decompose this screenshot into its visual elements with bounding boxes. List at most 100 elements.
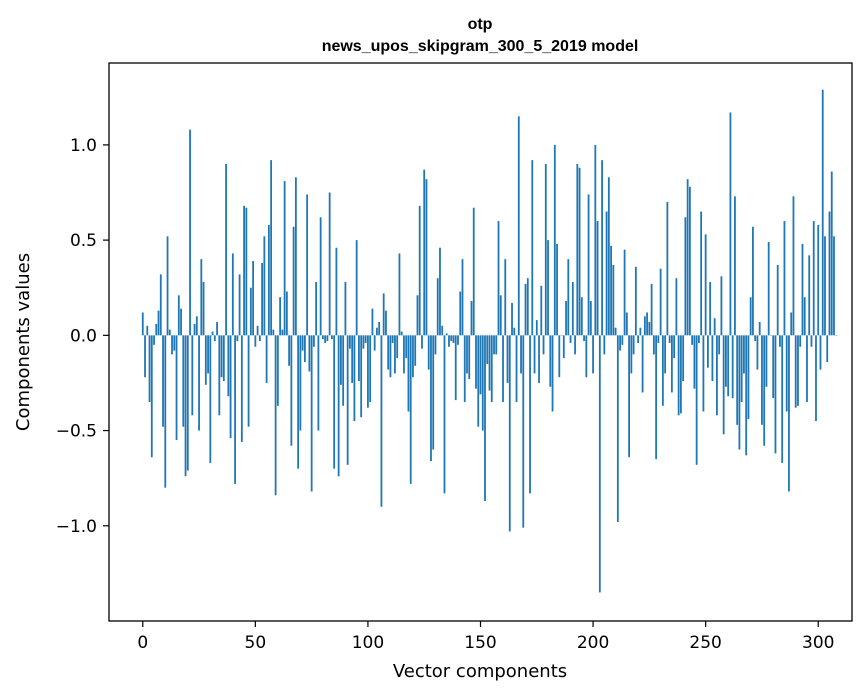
- bar-251: [707, 335, 709, 368]
- bar-47: [247, 335, 250, 427]
- bar-246: [695, 335, 698, 465]
- bar-96: [358, 335, 360, 382]
- x-axis-ticks: 0 50 100 150 200 250 300: [137, 621, 834, 653]
- bar-142: [461, 259, 464, 336]
- bar-188: [565, 301, 567, 336]
- bar-21: [189, 129, 191, 336]
- bar-106: [380, 335, 383, 507]
- bar-149: [477, 335, 480, 427]
- bar-210: [614, 327, 617, 336]
- bar-221: [639, 327, 642, 336]
- bar-38: [227, 335, 230, 397]
- bar-42: [236, 335, 239, 342]
- bar-83: [328, 192, 331, 336]
- bar-295: [806, 335, 808, 402]
- bar-249: [702, 335, 705, 412]
- bar-250: [704, 234, 707, 336]
- bar-269: [747, 335, 750, 420]
- bar-192: [574, 335, 576, 355]
- bar-169: [522, 335, 525, 528]
- bar-293: [801, 243, 804, 336]
- x-tick-label: 100: [352, 633, 384, 653]
- bar-118: [407, 335, 410, 412]
- bar-126: [425, 179, 428, 336]
- bar-76: [312, 335, 315, 347]
- y-tick-label: 1.0: [70, 136, 97, 156]
- bar-103: [373, 335, 376, 351]
- bar-107: [382, 293, 385, 336]
- bar-73: [306, 194, 309, 336]
- bar-198: [587, 194, 590, 336]
- bar-136: [448, 335, 450, 347]
- bar-161: [504, 259, 507, 336]
- bar-162: [506, 335, 509, 383]
- bar-46: [245, 207, 248, 336]
- bar-294: [803, 297, 806, 336]
- bar-17: [180, 308, 182, 336]
- bar-159: [499, 295, 502, 336]
- bar-181: [549, 335, 552, 387]
- bar-288: [790, 312, 793, 336]
- bar-266: [740, 335, 743, 402]
- bar-110: [389, 335, 392, 378]
- bar-220: [637, 335, 640, 343]
- bar-291: [797, 335, 799, 406]
- bar-91: [346, 335, 349, 465]
- bar-45: [243, 205, 245, 336]
- bar-268: [745, 335, 748, 456]
- bar-10: [164, 335, 167, 488]
- bar-189: [567, 259, 570, 336]
- bar-184: [556, 243, 558, 336]
- bar-217: [630, 335, 633, 374]
- y-tick-label: −1.0: [56, 517, 97, 537]
- bar-304: [826, 335, 829, 362]
- bar-133: [441, 325, 444, 336]
- bar-3: [148, 335, 151, 402]
- bar-270: [749, 297, 752, 336]
- bar-274: [758, 322, 761, 336]
- bar-273: [756, 335, 759, 370]
- bar-59: [274, 335, 277, 496]
- bar-80: [321, 335, 324, 340]
- x-tick-label: 200: [577, 633, 609, 653]
- bar-6: [155, 323, 158, 336]
- bar-256: [718, 335, 721, 355]
- bar-113: [396, 335, 399, 359]
- bar-299: [815, 335, 817, 422]
- bar-104: [376, 327, 378, 336]
- bar-287: [788, 335, 790, 492]
- bar-262: [731, 335, 734, 399]
- bar-240: [682, 335, 685, 382]
- plot-area-frame: [108, 62, 853, 622]
- bar-163: [508, 335, 511, 532]
- bar-39: [229, 335, 232, 439]
- bar-281: [774, 335, 777, 454]
- bar-41: [234, 335, 236, 484]
- bar-176: [538, 335, 540, 383]
- bar-187: [562, 335, 565, 359]
- bar-119: [409, 335, 412, 484]
- bar-234: [668, 335, 671, 343]
- bar-153: [486, 335, 489, 364]
- bar-127: [427, 335, 430, 370]
- bar-89: [342, 335, 345, 406]
- bar-201: [594, 144, 597, 336]
- bar-235: [670, 335, 673, 393]
- bar-112: [394, 335, 396, 374]
- bar-92: [349, 335, 351, 349]
- bar-158: [497, 221, 500, 336]
- bar-296: [808, 255, 811, 336]
- bar-135: [445, 333, 448, 336]
- bar-13: [171, 335, 173, 355]
- bar-20: [186, 335, 189, 471]
- bar-258: [722, 335, 725, 435]
- y-axis-ticks: −1.0 −0.5 0.0 0.5 1.0: [56, 136, 109, 537]
- bar-209: [612, 264, 615, 336]
- bar-200: [592, 335, 594, 374]
- bar-37: [225, 163, 227, 336]
- bar-146: [470, 301, 473, 336]
- bar-191: [571, 282, 574, 336]
- x-tick-label: 250: [689, 633, 721, 653]
- bar-237: [675, 278, 678, 336]
